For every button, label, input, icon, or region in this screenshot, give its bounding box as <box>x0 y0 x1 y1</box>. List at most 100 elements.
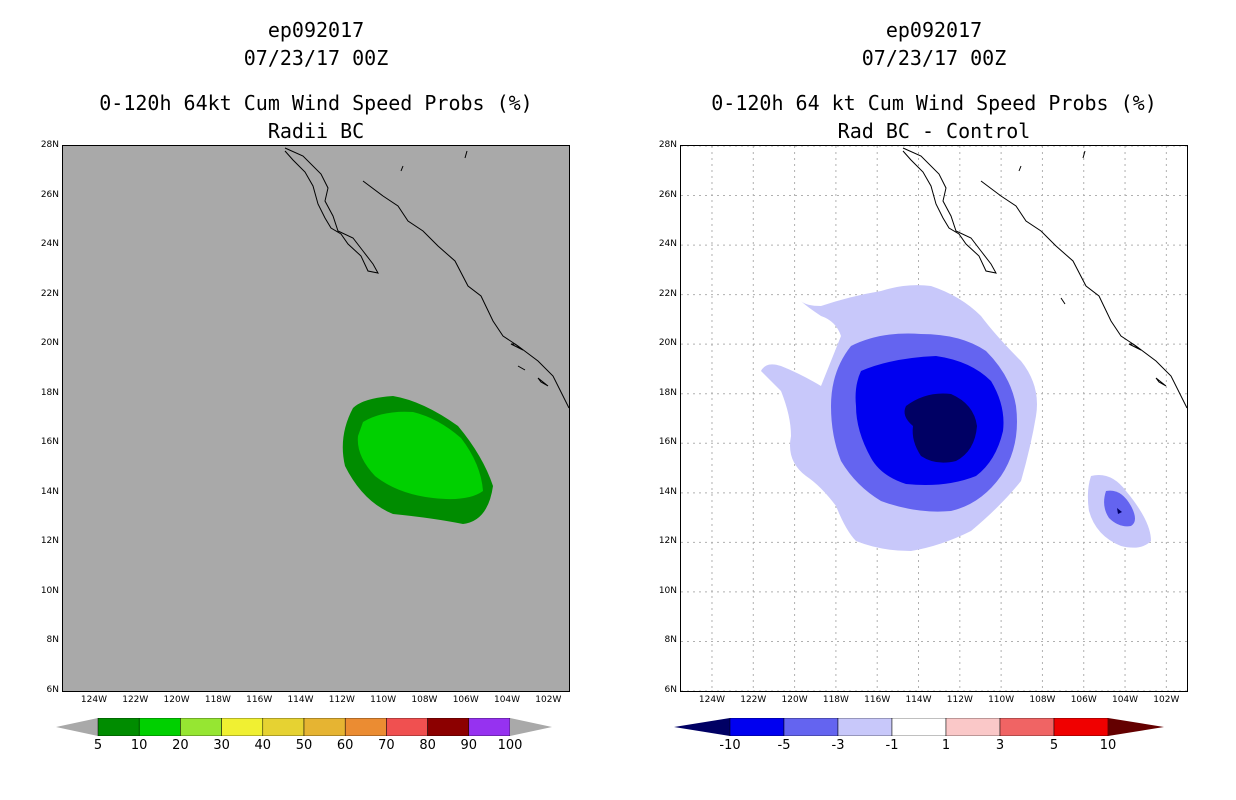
right-colorbar <box>674 718 1164 736</box>
right-title: 0-120h 64 kt Cum Wind Speed Probs (%) <box>711 91 1157 115</box>
right-ytick-label: 10N <box>658 585 677 596</box>
left-colorbar-swatch <box>262 718 305 736</box>
left-xtick-label: 110W <box>370 695 397 705</box>
left-colorbar-swatch <box>221 718 264 736</box>
right-colorbar-swatch <box>891 718 947 736</box>
right-colorbar-low-arrow <box>674 718 730 736</box>
left-colorbar-label: 10 <box>130 738 148 753</box>
left-ytick-label: 16N <box>40 437 59 448</box>
left-xtick-label: 104W <box>493 695 521 705</box>
left-xtick-label: 120W <box>163 695 190 705</box>
right-contour-minus10 <box>904 393 977 463</box>
left-ytick-label: 6N <box>46 685 59 695</box>
left-contour-10pct <box>357 411 483 500</box>
left-map-panel <box>62 145 570 692</box>
left-ytick-label: 20N <box>40 338 59 349</box>
left-colorbar-swatch <box>468 718 511 736</box>
left-xtick-label: 114W <box>287 695 314 705</box>
left-ytick-label: 26N <box>40 189 59 200</box>
left-title: 0-120h 64kt Cum Wind Speed Probs (%) <box>99 91 533 115</box>
left-xtick-label: 122W <box>122 695 149 705</box>
left-colorbar-swatch <box>303 718 346 736</box>
right-colorbar-label: -5 <box>777 738 791 753</box>
right-colorbar-swatch <box>1053 718 1109 736</box>
left-xtick-label: 124W <box>80 695 107 705</box>
right-colorbar-swatch <box>945 718 1001 736</box>
right-ytick-label: 12N <box>658 536 677 547</box>
right-colorbar-label: 10 <box>1099 738 1117 753</box>
left-ytick-label: 28N <box>40 140 59 150</box>
left-colorbar-swatch <box>344 718 387 736</box>
left-xtick-label: 102W <box>535 695 562 705</box>
right-colorbar-swatch <box>783 718 839 736</box>
left-ytick-label: 22N <box>40 288 59 299</box>
right-xtick-label: 124W <box>698 695 725 705</box>
left-colorbar-swatch <box>386 718 428 736</box>
left-ytick-label: 14N <box>40 486 59 497</box>
right-contour-minus10-b <box>1117 508 1122 514</box>
left-ytick-label: 18N <box>40 387 59 398</box>
right-map-panel <box>680 145 1188 692</box>
right-xtick-label: 106W <box>1070 695 1097 705</box>
left-xtick-label: 108W <box>411 695 438 705</box>
right-colorbar-high-arrow <box>1108 718 1164 736</box>
left-colorbar-label: 20 <box>172 738 189 753</box>
right-xtick-label: 114W <box>905 695 932 705</box>
left-colorbar <box>56 718 552 736</box>
right-ytick-label: 18N <box>658 387 677 398</box>
right-xtick-label: 108W <box>1029 695 1056 705</box>
right-colorbar-label: 3 <box>995 738 1005 753</box>
right-xtick-label: 104W <box>1111 695 1139 705</box>
left-ytick-label: 8N <box>46 635 59 646</box>
left-datetime: 07/23/17 00Z <box>243 46 389 70</box>
left-colorbar-label: 80 <box>419 738 436 753</box>
left-xtick-label: 116W <box>246 695 273 705</box>
right-datetime: 07/23/17 00Z <box>861 46 1007 70</box>
right-xtick-label: 118W <box>822 695 849 705</box>
right-ytick-label: 8N <box>664 635 677 646</box>
left-colorbar-swatch <box>427 718 470 736</box>
right-ytick-label: 28N <box>658 140 677 150</box>
right-xtick-label: 116W <box>864 695 891 705</box>
right-colorbar-swatch <box>837 718 893 736</box>
left-colorbar-low-arrow <box>56 718 98 736</box>
right-colorbar-label: 5 <box>1049 738 1059 753</box>
left-colorbar-label: 40 <box>254 738 272 753</box>
right-ytick-label: 24N <box>658 239 677 250</box>
left-colorbar-label: 70 <box>378 738 395 753</box>
left-colorbar-swatch <box>138 718 181 736</box>
left-colorbar-label: 60 <box>336 738 354 753</box>
left-colorbar-label: 100 <box>497 738 523 753</box>
right-ytick-label: 20N <box>658 338 677 349</box>
right-colorbar-label: -10 <box>719 738 741 753</box>
left-probability-map <box>284 147 569 524</box>
left-colorbar-swatch <box>97 718 140 736</box>
right-ytick-label: 22N <box>658 288 677 299</box>
left-colorbar-label: 50 <box>295 738 313 753</box>
right-colorbar-label: 1 <box>941 738 951 753</box>
right-colorbar-label: -3 <box>831 738 845 753</box>
left-subtitle: Radii BC <box>267 119 365 143</box>
left-storm-id: ep092017 <box>267 18 365 42</box>
left-coastline <box>284 147 569 409</box>
left-colorbar-label: 30 <box>213 738 230 753</box>
left-colorbar-label: 5 <box>93 738 103 753</box>
left-xtick-label: 106W <box>452 695 479 705</box>
right-ytick-label: 14N <box>658 486 677 497</box>
right-colorbar-swatch <box>729 718 785 736</box>
left-ytick-label: 12N <box>40 536 59 547</box>
right-xtick-label: 110W <box>988 695 1015 705</box>
left-colorbar-swatch <box>180 718 222 736</box>
right-contour-minus3-b <box>1104 490 1135 527</box>
left-colorbar-high-arrow <box>510 718 552 736</box>
right-colorbar-label: -1 <box>885 738 899 753</box>
left-ytick-label: 24N <box>40 239 59 250</box>
right-ytick-label: 26N <box>658 189 677 200</box>
right-storm-id: ep092017 <box>885 18 983 42</box>
right-difference-map <box>681 146 1187 691</box>
left-xtick-label: 112W <box>328 695 355 705</box>
right-ytick-label: 16N <box>658 437 677 448</box>
right-xtick-label: 102W <box>1153 695 1180 705</box>
right-colorbar-swatch <box>999 718 1055 736</box>
right-xtick-label: 112W <box>946 695 973 705</box>
